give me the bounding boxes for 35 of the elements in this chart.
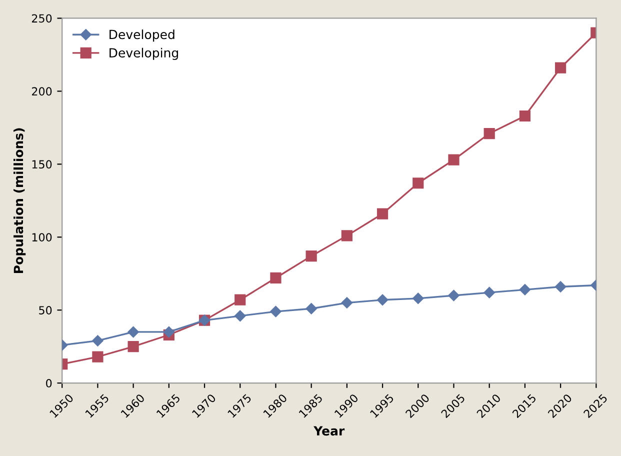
point (163, 326, 175, 338)
point (306, 250, 317, 262)
point (555, 62, 566, 74)
y-axis-title: Population (millions) (14, 128, 26, 273)
point (412, 292, 424, 304)
point (341, 230, 352, 242)
point (519, 284, 531, 296)
point (270, 272, 282, 284)
point (376, 294, 388, 306)
point (341, 297, 353, 308)
legend-label: Developed (110, 29, 174, 42)
point (234, 310, 246, 322)
legend-label: Developing (110, 48, 178, 60)
point (448, 290, 460, 302)
point (484, 286, 495, 298)
point (554, 281, 566, 292)
y-tick-label: 50 (39, 306, 52, 314)
y-tick-label: 250 (32, 14, 52, 23)
point (448, 154, 460, 166)
y-tick-label: 0 (46, 379, 52, 388)
point (92, 335, 104, 346)
point (128, 326, 139, 338)
point (376, 208, 388, 220)
point (128, 341, 139, 352)
point (412, 178, 424, 189)
point (92, 351, 104, 362)
point (270, 306, 282, 318)
point (484, 128, 495, 140)
y-tick-label: 200 (32, 87, 52, 96)
y-tick-label: 100 (32, 233, 52, 242)
x-axis-title: Year (314, 426, 345, 436)
point (519, 110, 531, 122)
point (306, 303, 317, 314)
point (234, 294, 246, 306)
y-tick-label: 150 (32, 160, 52, 169)
